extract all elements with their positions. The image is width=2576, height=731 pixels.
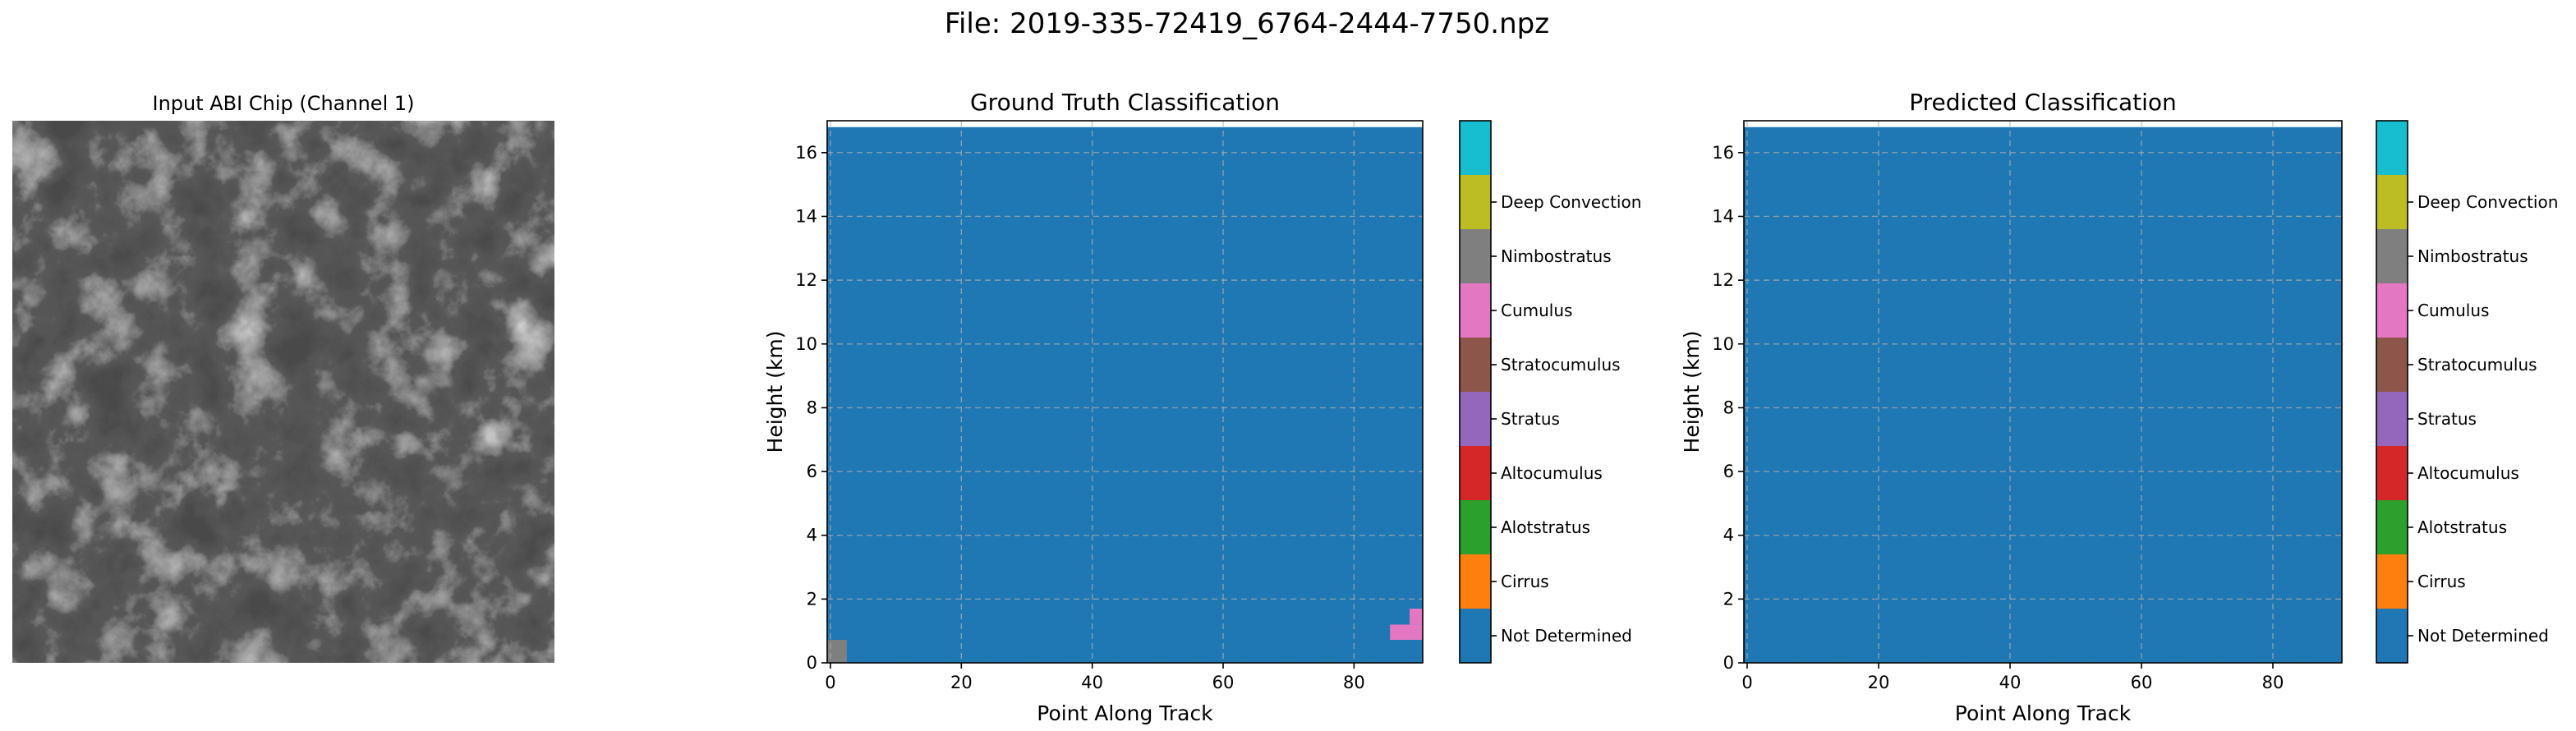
y-axis-label: Height (km) bbox=[763, 331, 787, 453]
colorbar-label: Alotstratus bbox=[1501, 517, 1590, 537]
chart-title: Predicted Classification bbox=[1909, 89, 2177, 116]
y-tick-label: 0 bbox=[1723, 653, 1734, 673]
x-axis-label: Point Along Track bbox=[1955, 701, 2132, 725]
y-tick-label: 10 bbox=[1712, 334, 1734, 354]
colorbar-segment bbox=[2376, 392, 2408, 446]
x-tick-label: 20 bbox=[1868, 673, 1890, 692]
colorbar-segment bbox=[2376, 175, 2408, 229]
colorbar: Not Determined Cirrus Alotstratus Altocumul… bbox=[2376, 120, 2558, 664]
x-tick-label: 40 bbox=[1999, 673, 2022, 692]
colorbar-label: Cirrus bbox=[1501, 572, 1549, 591]
colorbar-segment bbox=[1460, 500, 1491, 554]
colorbar-frame bbox=[1459, 120, 1492, 664]
y-tick-label: 8 bbox=[807, 398, 817, 417]
input-chip-panel: Input ABI Chip (Channel 1) bbox=[12, 92, 554, 663]
colorbar-segment bbox=[2376, 446, 2408, 500]
colorbar: Not Determined Cirrus Alotstratus Altocumul… bbox=[1459, 120, 1641, 664]
y-tick-label: 10 bbox=[795, 334, 817, 354]
colorbar-label: Cumulus bbox=[2417, 301, 2489, 320]
predicted-chart: Predicted Classification 0 20 40 60 80 0 2 4 6 8 10… bbox=[1680, 89, 2558, 725]
input-chip-title: Input ABI Chip (Channel 1) bbox=[152, 92, 414, 115]
x-tick-label: 0 bbox=[1741, 673, 1752, 692]
x-tick-label: 80 bbox=[1343, 673, 1365, 692]
y-tick-label: 12 bbox=[795, 270, 817, 290]
y-tick-label: 2 bbox=[807, 589, 817, 609]
colorbar-segment bbox=[2376, 121, 2408, 175]
colorbar-label: Stratocumulus bbox=[1501, 355, 1621, 375]
class-cell bbox=[1390, 624, 1423, 641]
classification-field bbox=[1744, 126, 2342, 663]
x-tick-label: 80 bbox=[2262, 673, 2284, 692]
colorbar-segment bbox=[2376, 554, 2408, 609]
colorbar-segment bbox=[1460, 392, 1491, 446]
colorbar-segment bbox=[1460, 338, 1491, 392]
y-tick-label: 4 bbox=[807, 526, 817, 545]
class-cell bbox=[827, 640, 847, 663]
y-tick-label: 8 bbox=[1723, 398, 1734, 417]
y-tick-label: 14 bbox=[795, 206, 817, 226]
y-tick-label: 16 bbox=[795, 143, 817, 163]
x-tick-label: 60 bbox=[1212, 673, 1235, 692]
colorbar-segment bbox=[1460, 121, 1491, 175]
class-cell bbox=[1410, 609, 1423, 625]
y-tick-label: 0 bbox=[807, 653, 817, 673]
colorbar-label: Stratus bbox=[2417, 409, 2477, 429]
x-tick-label: 20 bbox=[950, 673, 973, 692]
colorbar-label: Altocumulus bbox=[1501, 463, 1603, 483]
colorbar-label: Nimbostratus bbox=[1501, 246, 1612, 266]
colorbar-segment bbox=[2376, 338, 2408, 392]
y-axis-label: Height (km) bbox=[1680, 331, 1704, 453]
colorbar-label: Altocumulus bbox=[2417, 463, 2519, 483]
colorbar-segment bbox=[1460, 554, 1491, 609]
ground-truth-chart: Ground Truth Classification 0 20 40 60 80 0 2 4 6… bbox=[763, 89, 1641, 725]
colorbar-segment bbox=[2376, 283, 2408, 338]
y-tick-label: 4 bbox=[1723, 526, 1734, 545]
colorbar-label: Cirrus bbox=[2417, 572, 2466, 591]
y-tick-label: 6 bbox=[807, 462, 817, 481]
colorbar-segment bbox=[2376, 500, 2408, 554]
colorbar-label: Deep Convection bbox=[2417, 192, 2558, 212]
colorbar-label: Not Determined bbox=[2417, 626, 2549, 646]
x-tick-label: 40 bbox=[1081, 673, 1103, 692]
y-tick-label: 6 bbox=[1723, 462, 1734, 481]
y-tick-label: 14 bbox=[1712, 206, 1734, 226]
colorbar-label: Stratus bbox=[1501, 409, 1560, 429]
colorbar-label: Stratocumulus bbox=[2417, 355, 2537, 375]
axes-frame bbox=[1743, 120, 2343, 664]
axes-frame bbox=[826, 120, 1424, 664]
colorbar-segment bbox=[1460, 283, 1491, 338]
classification-field bbox=[827, 126, 1423, 663]
colorbar-frame bbox=[2376, 120, 2408, 664]
y-tick-label: 16 bbox=[1712, 143, 1734, 163]
colorbar-label: Deep Convection bbox=[1501, 192, 1641, 212]
y-tick-label: 2 bbox=[1723, 589, 1734, 609]
colorbar-segment bbox=[1460, 229, 1491, 283]
y-tick-label: 12 bbox=[1712, 270, 1734, 290]
colorbar-label: Not Determined bbox=[1501, 626, 1632, 646]
colorbar-segment bbox=[1460, 609, 1491, 663]
chart-title: Ground Truth Classification bbox=[970, 89, 1280, 116]
colorbar-label: Cumulus bbox=[1501, 301, 1572, 320]
figure-title: File: 2019-335-72419_6764-2444-7750.npz bbox=[945, 7, 1549, 40]
x-tick-label: 0 bbox=[825, 673, 835, 692]
x-axis-label: Point Along Track bbox=[1037, 701, 1213, 725]
colorbar-segment bbox=[1460, 446, 1491, 500]
colorbar-segment bbox=[1460, 175, 1491, 229]
input-chip-image bbox=[12, 121, 554, 663]
colorbar-label: Nimbostratus bbox=[2417, 246, 2528, 266]
colorbar-label: Alotstratus bbox=[2417, 517, 2507, 537]
colorbar-segment bbox=[2376, 609, 2408, 663]
x-tick-label: 60 bbox=[2131, 673, 2153, 692]
colorbar-segment bbox=[2376, 229, 2408, 283]
